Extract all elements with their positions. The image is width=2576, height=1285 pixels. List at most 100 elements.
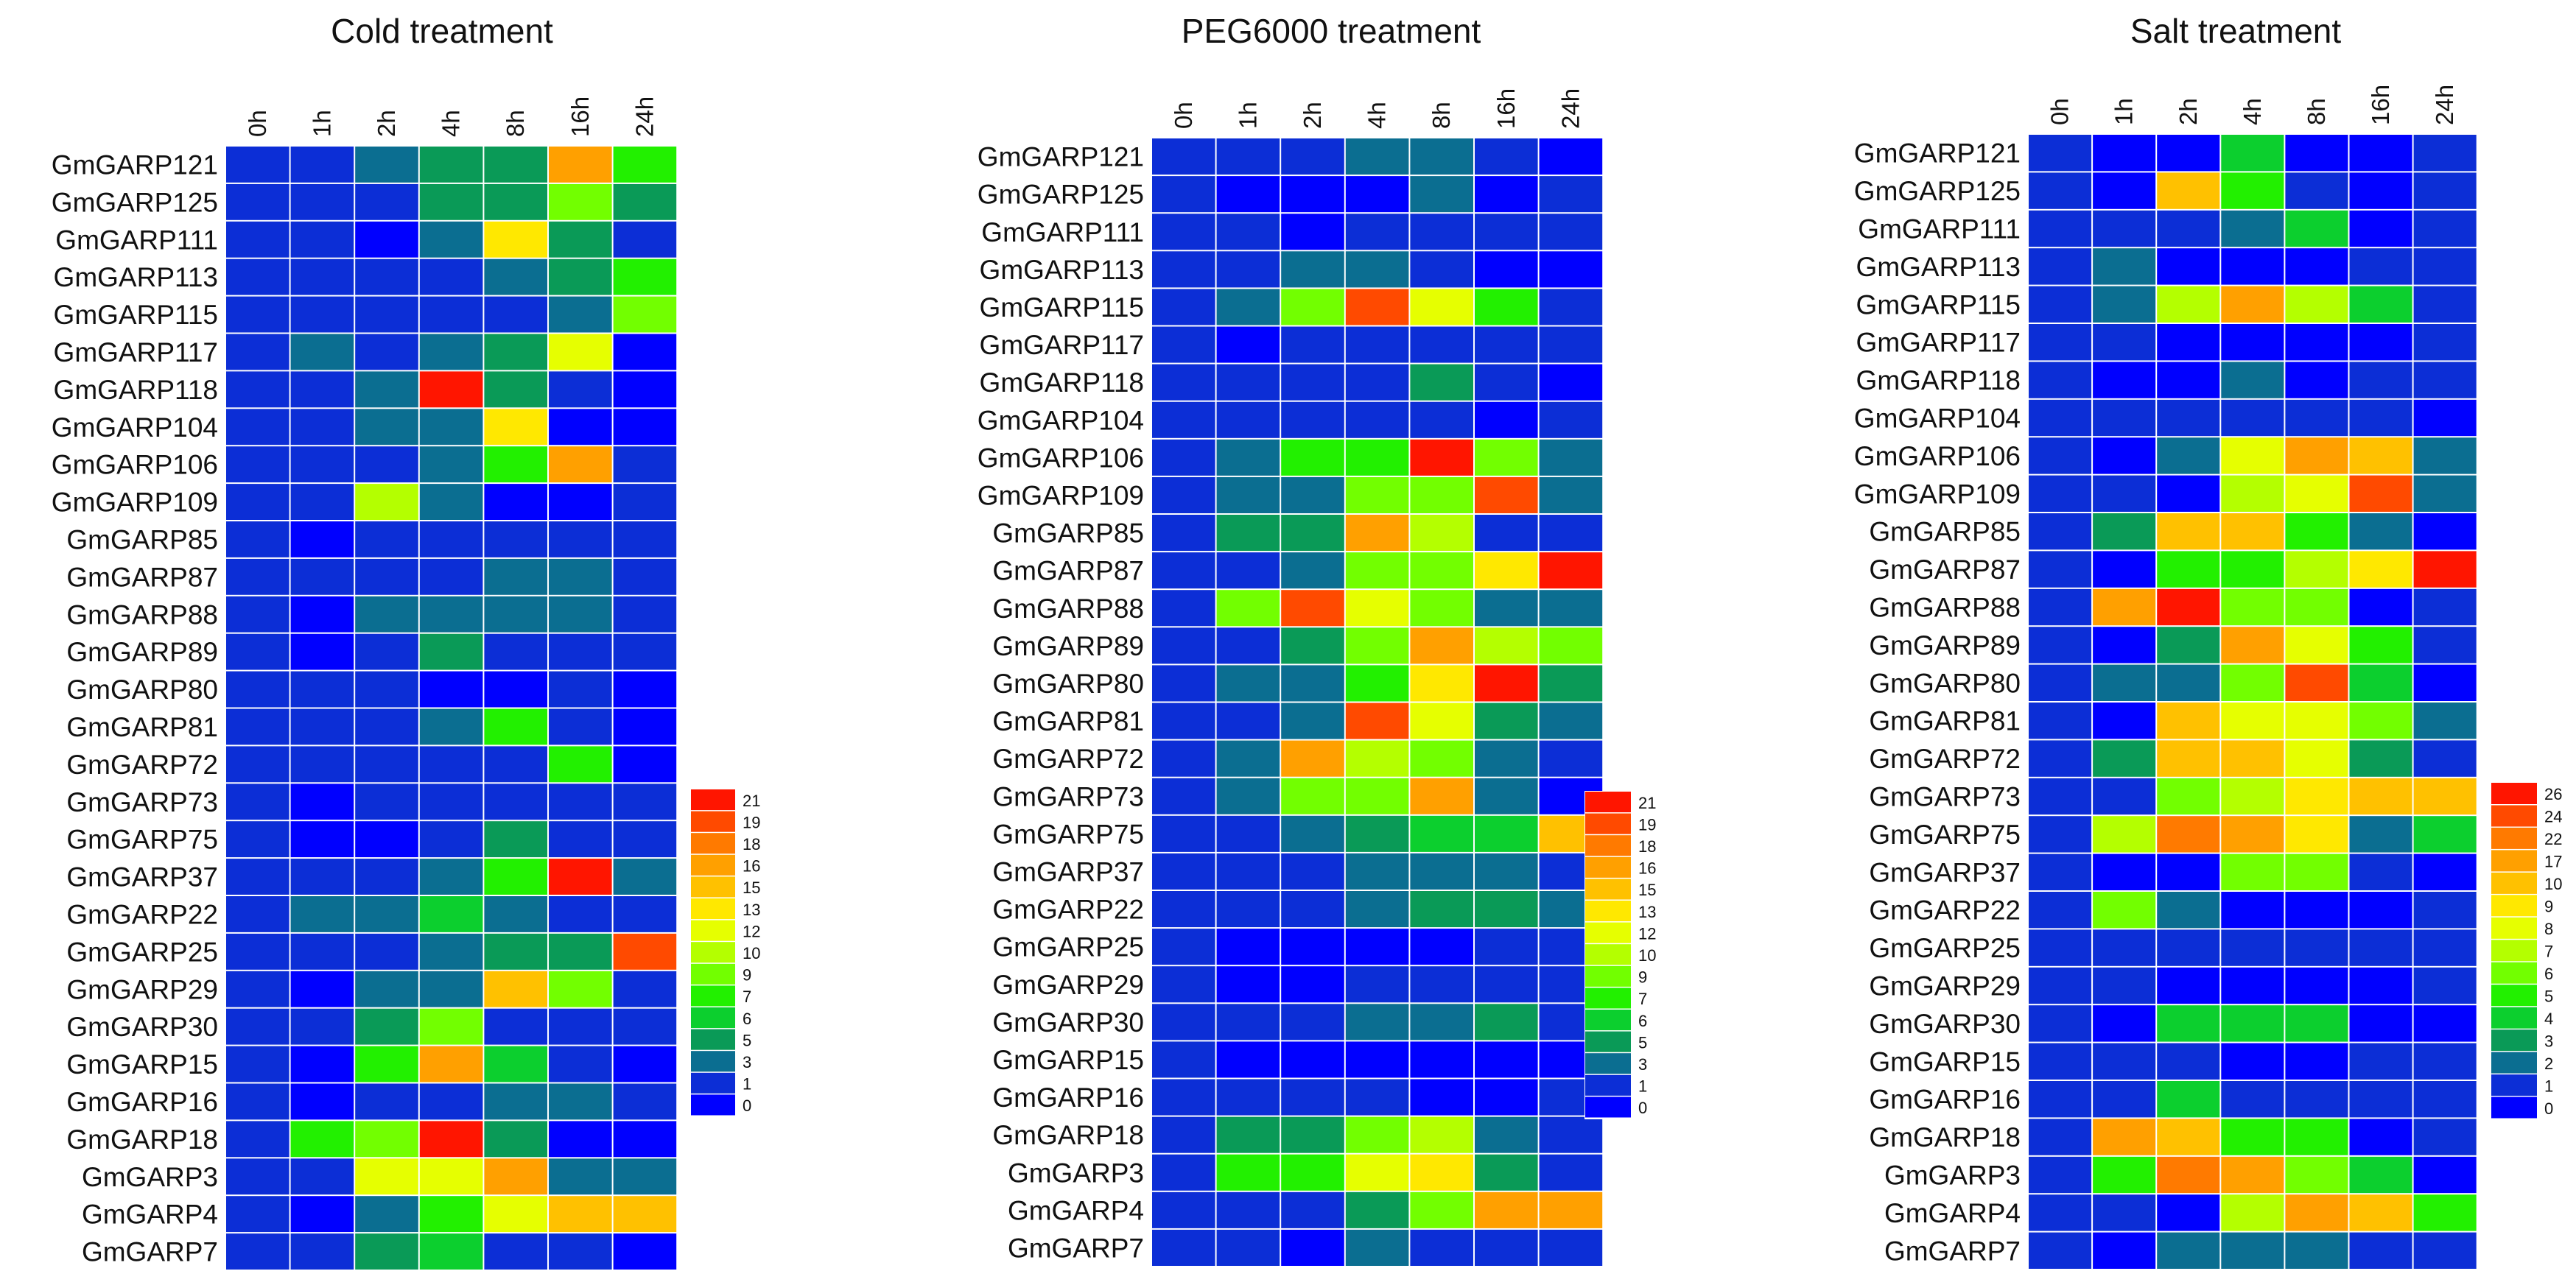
heatmap-cell <box>484 708 547 745</box>
heatmap-cell <box>290 409 354 446</box>
heatmap-cell <box>1345 515 1409 552</box>
heatmap-cell <box>484 896 547 932</box>
heatmap-cell <box>419 296 483 333</box>
heatmap-cell <box>226 1008 289 1045</box>
heatmap-cell <box>2029 172 2092 209</box>
heatmap-cell <box>355 258 418 295</box>
heatmap-cell <box>1475 1116 1538 1153</box>
heatmap-cell <box>290 1008 354 1045</box>
heatmap-cell <box>2029 1194 2092 1231</box>
row-label-gmgarp3: GmGARP3 <box>1008 1158 1144 1188</box>
heatmap-cell <box>1281 1079 1344 1116</box>
row-label-gmgarp81: GmGARP81 <box>992 706 1144 736</box>
heatmap-cell <box>226 147 289 183</box>
heatmap-cell <box>1475 778 1538 814</box>
legend-swatch <box>1585 813 1631 834</box>
heatmap-cell <box>1216 853 1280 890</box>
heatmap-cell <box>2349 740 2412 777</box>
heatmap-cell <box>2413 324 2477 361</box>
legend-tick-label: 12 <box>1638 924 1656 943</box>
heatmap-cell <box>613 821 677 858</box>
heatmap-cell <box>1410 703 1473 739</box>
heatmap-cell <box>2157 853 2220 890</box>
heatmap-cell <box>355 633 418 670</box>
heatmap-cell <box>1216 515 1280 552</box>
heatmap-cell <box>549 296 612 333</box>
heatmap-cell <box>1539 590 1603 627</box>
legend-swatch <box>1585 1053 1631 1074</box>
heatmap-cell <box>1152 289 1215 325</box>
row-label-gmgarp29: GmGARP29 <box>1869 971 2021 1001</box>
heatmap-cell <box>1152 853 1215 890</box>
heatmap-cell <box>613 446 677 483</box>
heatmap-cell <box>1152 815 1215 852</box>
heatmap-cell <box>2093 399 2156 437</box>
heatmap-cell <box>1216 665 1280 702</box>
heatmap-cell <box>613 708 677 745</box>
heatmap-cell <box>549 671 612 708</box>
heatmap-cell <box>419 933 483 970</box>
column-label-4h: 4h <box>2239 98 2266 125</box>
heatmap-cell <box>1152 966 1215 1003</box>
heatmap-cell <box>1345 778 1409 814</box>
heatmap-cell <box>2157 135 2220 172</box>
heatmap-cell <box>2093 816 2156 853</box>
heatmap-cell <box>1216 815 1280 852</box>
heatmap-cell <box>1281 214 1344 250</box>
heatmap-cell <box>1410 289 1473 325</box>
heatmap-cell <box>2349 135 2412 172</box>
heatmap-cell <box>1281 1154 1344 1191</box>
heatmap-cell <box>2285 286 2348 323</box>
heatmap-cell <box>355 1008 418 1045</box>
heatmap-cell <box>1345 326 1409 363</box>
heatmap-cell <box>1410 364 1473 401</box>
heatmap-cell <box>1475 552 1538 589</box>
heatmap-cell <box>1152 627 1215 664</box>
heatmap-cell <box>2221 664 2284 701</box>
legend-swatch <box>2491 850 2537 872</box>
heatmap-cell <box>2029 551 2092 588</box>
heatmap-cell <box>1475 515 1538 552</box>
heatmap-cell <box>1345 176 1409 213</box>
heatmap-cell <box>2093 1005 2156 1042</box>
heatmap-cell <box>1345 552 1409 589</box>
heatmap-cell <box>226 258 289 295</box>
heatmap-cell <box>226 371 289 408</box>
heatmap-cell <box>1539 665 1603 702</box>
chart-title: PEG6000 treatment <box>1182 12 1481 50</box>
heatmap-cell <box>1345 251 1409 288</box>
heatmap-cell <box>290 1121 354 1158</box>
heatmap-cell <box>613 671 677 708</box>
heatmap-cell <box>1345 740 1409 777</box>
heatmap-cell <box>2157 210 2220 247</box>
heatmap-cell <box>1345 401 1409 438</box>
heatmap-cell <box>2157 475 2220 512</box>
heatmap-cell <box>2093 967 2156 1004</box>
heatmap-cell <box>1345 966 1409 1003</box>
legend-swatch <box>2491 805 2537 827</box>
heatmap-cell <box>2413 1005 2477 1042</box>
heatmap-cell <box>549 221 612 258</box>
heatmap-cell <box>290 147 354 183</box>
heatmap-cell <box>2157 892 2220 929</box>
heatmap-cell <box>1475 590 1538 627</box>
heatmap-cell <box>2029 778 2092 815</box>
heatmap-cell <box>2157 664 2220 701</box>
legend-tick-label: 0 <box>743 1096 751 1115</box>
heatmap-cell <box>419 1083 483 1120</box>
legend-tick-label: 17 <box>2544 853 2562 871</box>
heatmap-cell <box>1410 966 1473 1003</box>
row-label-gmgarp30: GmGARP30 <box>992 1007 1144 1038</box>
heatmap-cell <box>1410 1079 1473 1116</box>
row-label-gmgarp15: GmGARP15 <box>992 1045 1144 1075</box>
heatmap-cell <box>1216 740 1280 777</box>
heatmap-cell <box>2093 778 2156 815</box>
heatmap-cell <box>419 446 483 483</box>
heatmap-cell <box>484 1233 547 1270</box>
heatmap-cell <box>2029 853 2092 890</box>
heatmap-cell <box>549 1046 612 1082</box>
row-label-gmgarp115: GmGARP115 <box>1856 289 2021 320</box>
heatmap-cell <box>226 859 289 895</box>
heatmap-cell <box>419 596 483 633</box>
heatmap-cell <box>1410 929 1473 965</box>
